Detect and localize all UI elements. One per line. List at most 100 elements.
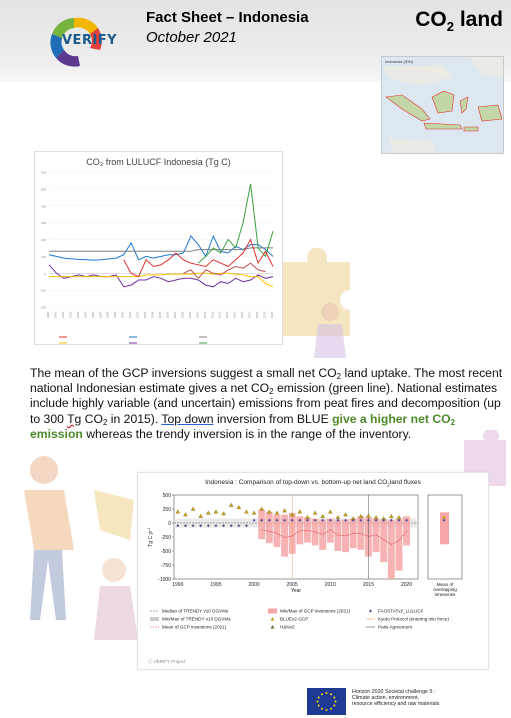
- chart2-blue-marker: [328, 509, 333, 514]
- chart-topdown-bottomup: Indonesia : Comparison of top-down vs. b…: [137, 472, 489, 670]
- chart1-ytick: 100: [41, 255, 46, 259]
- chart2-gcp-box: [326, 518, 334, 543]
- chart2-faostat-marker: [328, 518, 332, 522]
- chart2-ytick: 250: [163, 507, 172, 513]
- chart2-faostat-marker: [244, 524, 248, 528]
- chart2-faostat-marker: [298, 518, 302, 522]
- chart1-xtick: 2011: [203, 312, 207, 318]
- chart2-faostat-marker: [267, 518, 271, 522]
- top-down-link: Top down: [161, 411, 214, 426]
- chart2-mean-label: timeseries: [435, 592, 457, 597]
- chart1-xtick: 2016: [240, 311, 244, 318]
- chart1-xtick: 2001: [128, 311, 132, 318]
- chart2-legend-label: Kyoto Protocol (entering into force): [378, 617, 449, 622]
- chart2-blue-marker: [274, 510, 280, 515]
- chart2-ytick: -1000: [158, 577, 171, 583]
- chart1-xtick: 2005: [158, 311, 162, 318]
- legend-symbol: [150, 617, 159, 621]
- chart2-blue-marker: [312, 510, 318, 515]
- chart2-blue-marker: [343, 512, 348, 517]
- chart2-mean-label: Mean of: [437, 582, 454, 587]
- chart2-legend-label: BLUEv2-GCP: [280, 617, 308, 622]
- map-graphic: [382, 57, 503, 153]
- person-illustration-right: [314, 303, 346, 358]
- chart2-mean-faostat-marker: [442, 518, 446, 522]
- chart2-ytick: -750: [161, 563, 171, 569]
- chart2-ylabel-sup: -1: [147, 527, 151, 530]
- chart1-xtick: 2013: [218, 311, 222, 318]
- chart1-xtick: 2012: [210, 311, 214, 318]
- chart1-xtick: 2007: [173, 311, 177, 318]
- chart2-blue-marker: [366, 513, 371, 518]
- chart2-faostat-marker: [260, 518, 264, 522]
- chart1-xtick: 2006: [165, 311, 169, 318]
- chart1-series-line-6: [183, 262, 266, 280]
- chart2-ytick: -250: [161, 535, 171, 541]
- indonesia-map: Indonesia (IDN): [381, 56, 504, 154]
- chart1-xtick: 1996: [91, 311, 95, 318]
- chart2-gcp-box: [319, 519, 327, 550]
- chart2-faostat-marker: [351, 518, 355, 522]
- legend-symbol: [369, 609, 372, 613]
- chart1-xtick: 2003: [143, 311, 147, 318]
- chart2-legend-label: Median of TRENDY v10 DGVMs: [162, 609, 229, 614]
- chart2-faostat-marker: [191, 524, 195, 528]
- summary-paragraph: The mean of the GCP inversions suggest a…: [30, 366, 503, 441]
- chart2-blue-marker: [358, 513, 364, 518]
- chart2-blue-marker: [289, 512, 295, 517]
- chart1-ytick: -200: [40, 306, 46, 310]
- chart2-blue-marker: [282, 508, 287, 513]
- chart2-xtick: 2010: [325, 582, 336, 588]
- chart2-gcp-box: [273, 514, 281, 548]
- chart1-series-line-1: [49, 247, 273, 252]
- chart-co2-lulucf: CO₂ from LULUCF Indonesia (Tg C) -200 -10…: [34, 151, 283, 345]
- chart2-ytick: 500: [163, 493, 172, 499]
- chart2-xtick: 2015: [363, 582, 374, 588]
- chart2-faostat-marker: [305, 518, 309, 522]
- chart1-xtick: 2018: [255, 311, 259, 318]
- chart2-gcp-box: [357, 516, 365, 550]
- chart2-blue-marker: [190, 506, 196, 511]
- chart1-xtick: 2002: [136, 311, 140, 318]
- chart2-faostat-marker: [283, 518, 287, 522]
- chart2-credit: ⓒ VERIFY Project: [148, 659, 186, 664]
- chart1-xtick: 2008: [180, 311, 184, 318]
- chart2-legend-label: Min/Max of GCP inversions (2021): [280, 609, 351, 614]
- chart1-xtick: 2020: [270, 311, 274, 318]
- chart2-faostat-marker: [382, 518, 386, 522]
- chart2-faostat-marker: [290, 518, 294, 522]
- chart1-series-line-3: [48, 264, 274, 288]
- chart1-ytick: 0: [44, 272, 46, 276]
- chart1-xtick: 1990: [46, 311, 50, 318]
- chart2-blue-marker: [175, 509, 181, 514]
- legend-symbol: [270, 617, 275, 621]
- chart1-xtick: 1991: [53, 311, 57, 318]
- chart2-gcp-box: [372, 518, 380, 553]
- highlight-text: give a higher net CO2 emission: [30, 411, 456, 441]
- legend-symbol: [268, 608, 277, 614]
- chart2-gcp-box: [265, 511, 273, 544]
- chart1-xtick: 2004: [151, 311, 155, 318]
- eu-funding-text: Horizon 2020 Societal challenge 5 : Clim…: [352, 689, 440, 707]
- people-illustration: [24, 456, 138, 640]
- chart1-xtick: 1992: [61, 311, 65, 318]
- chart2-ytick: 0: [168, 521, 171, 527]
- chart2-xtick: 2000: [249, 582, 260, 588]
- chart1-series-line-4: [49, 272, 274, 288]
- chart2-faostat-marker: [374, 518, 378, 522]
- chart1-xtick: 1995: [83, 311, 87, 318]
- chart2-faostat-marker: [397, 518, 401, 522]
- chart2-xtick: 1990: [172, 582, 183, 588]
- chart1-ytick: 300: [41, 221, 46, 225]
- chart2-faostat-marker: [252, 518, 256, 522]
- chart1-series-line-5: [123, 238, 274, 278]
- chart2-mean-blue-marker: [442, 515, 446, 519]
- chart2-faostat-marker: [366, 518, 370, 522]
- chart2-faostat-marker: [321, 518, 325, 522]
- chart2-blue-marker: [221, 511, 226, 516]
- chart2-blue-marker: [183, 512, 188, 517]
- chart2-faostat-marker: [229, 524, 233, 528]
- chart2-legend-label: Min/Max of TRENDY v10 DGVMs: [162, 617, 231, 622]
